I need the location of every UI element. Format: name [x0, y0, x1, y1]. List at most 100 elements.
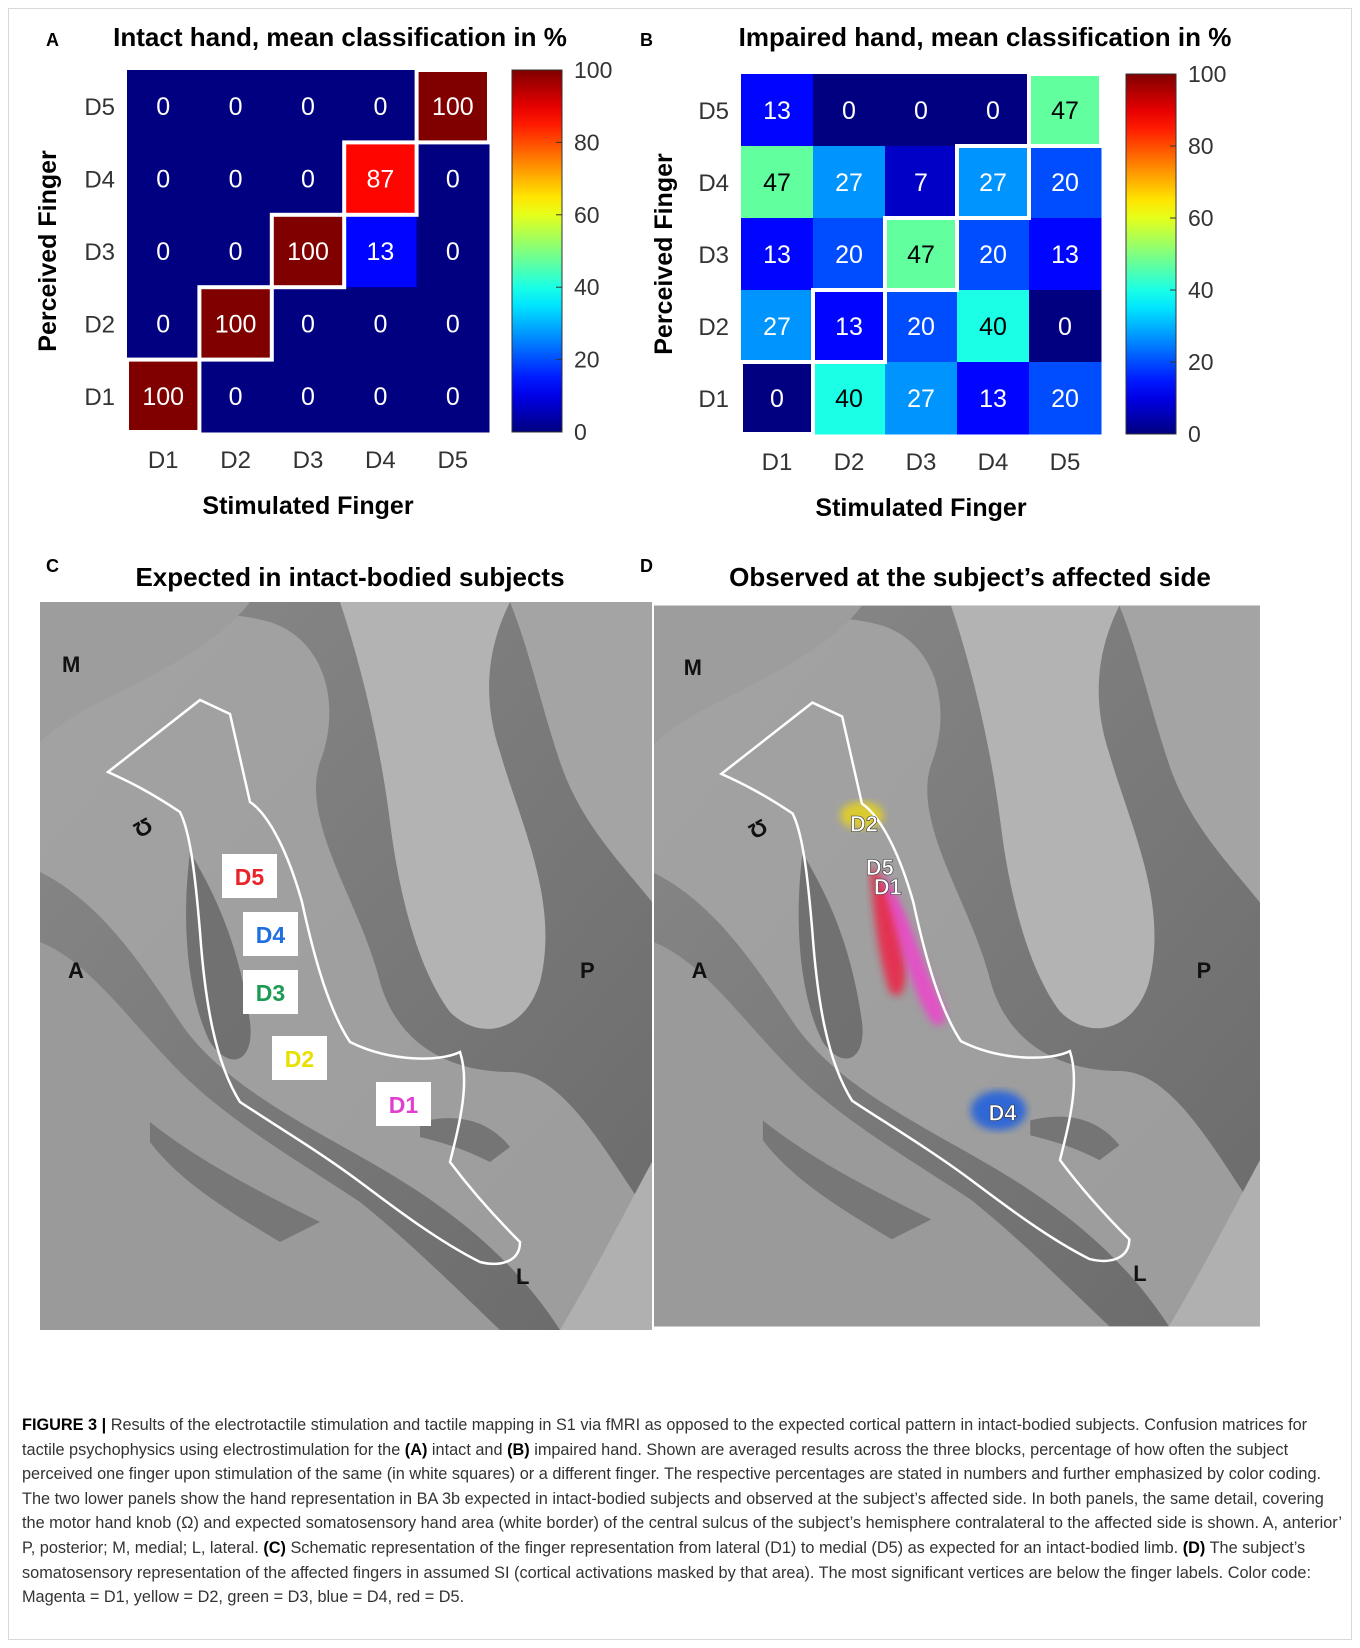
heatmap-cell: [957, 218, 1030, 291]
orient-posterior: P: [580, 958, 595, 983]
heatmap-cell-value: 0: [1058, 313, 1072, 341]
x-tick-label: D4: [365, 447, 396, 474]
y-tick-label: D2: [698, 314, 729, 341]
orient-medial: M: [684, 655, 702, 680]
heatmap-cell-value: 20: [835, 241, 863, 269]
x-tick-label: D1: [148, 447, 179, 474]
panel-letter-a: A: [46, 30, 59, 50]
finger-label-box: [243, 912, 298, 956]
heatmap-cell-value: 13: [763, 97, 791, 125]
activation-label-d2: D2: [850, 811, 878, 836]
heatmap-cell: [344, 287, 418, 361]
finger-label-box: [222, 854, 277, 898]
caption-text: Schematic representation of the finger r…: [285, 1538, 1183, 1557]
finger-label-box: [243, 970, 298, 1014]
heatmap-cell: [271, 359, 345, 433]
heatmap-cell: [813, 146, 886, 219]
heatmap-cell-value: 0: [446, 383, 460, 411]
colorbar-tick-label: 20: [1188, 349, 1214, 375]
y-axis-label: Perceived Finger: [650, 153, 678, 355]
heatmap-cell: [741, 218, 814, 291]
match-highlight: [269, 212, 347, 290]
orient-anterior: A: [692, 958, 708, 983]
colorbar: [511, 69, 563, 433]
heatmap-cell-value: 0: [446, 310, 460, 338]
caption-text: impaired hand. Shown are averaged result…: [22, 1440, 1342, 1557]
colorbar-tick-label: 60: [1188, 205, 1214, 231]
colorbar-ticks: 0 20 40 60 80 100: [556, 57, 612, 445]
caption-text: Results of the electrotactile stimulatio…: [22, 1416, 1308, 1459]
match-highlight: [955, 144, 1031, 220]
heatmap-cell-value: 20: [1051, 385, 1079, 413]
heatmap-cell: [344, 214, 418, 288]
match-highlight: [342, 140, 419, 217]
brain-panel-d: M A P L Ω D2 D5 D1 D4: [654, 605, 1260, 1327]
heatmap-cell: [127, 359, 200, 433]
heatmap-cell-value: 0: [229, 93, 243, 121]
heatmap-cell: [741, 146, 814, 219]
heatmap-cell-value: 0: [156, 310, 170, 338]
heatmap-cell-value: 40: [835, 385, 863, 413]
heatmap-cell: [271, 70, 345, 143]
caption-panel-ref: (C): [263, 1538, 286, 1557]
activation-label-d5: D5: [866, 855, 894, 880]
heatmap-cell-value: 0: [373, 310, 387, 338]
heatmap-cell-value: 0: [301, 383, 315, 411]
heatmap-cell-value: 0: [842, 97, 856, 125]
heatmap-cell: [271, 214, 345, 288]
heatmap-cell-value: 40: [979, 313, 1007, 341]
colorbar-tick-label: 60: [574, 202, 600, 228]
heatmap-cell: [416, 214, 490, 288]
caption-body: Results of the electrotactile stimulatio…: [22, 1416, 1341, 1606]
heatmap-cell: [416, 142, 490, 216]
orient-medial: M: [62, 652, 80, 677]
finger-label-box: [376, 1082, 431, 1126]
y-tick-label: D2: [84, 311, 115, 338]
x-axis-label: Stimulated Finger: [815, 494, 1026, 522]
heatmap-cell-value: 13: [366, 238, 394, 266]
heatmap-cell: [199, 214, 273, 288]
colorbar-tick-label: 80: [574, 129, 600, 155]
y-tick-label: D4: [698, 170, 729, 197]
heatmap-cell: [199, 359, 273, 433]
heatmap-cell-value: 100: [215, 310, 257, 338]
heatmap-cell-value: 27: [979, 169, 1007, 197]
heatmap-cell-value: 0: [373, 93, 387, 121]
heatmap-cell: [957, 362, 1030, 435]
heatmap-cell: [416, 359, 490, 433]
figure-frame: [8, 8, 1352, 1640]
x-tick-labels: D1 D2 D3 D4 D5: [148, 447, 468, 474]
activation-blob-d4: [970, 1090, 1027, 1131]
match-highlight: [739, 360, 815, 436]
heatmap-cell: [127, 142, 200, 216]
heatmap-cell: [271, 287, 345, 361]
caption-panel-ref: (B): [507, 1440, 530, 1459]
caption-text: intact and: [427, 1440, 508, 1459]
x-tick-label: D5: [1050, 449, 1081, 476]
colorbar-tick-label: 0: [1188, 421, 1201, 447]
colorbar-tick-label: 20: [574, 347, 600, 373]
heatmap-cell: [885, 362, 958, 435]
finger-label: D5: [235, 864, 265, 890]
activation-blob-d2: [840, 801, 884, 830]
hand-area-border: [105, 698, 522, 1266]
heatmap-cell-value: 13: [1051, 241, 1079, 269]
colorbar-tick-label: 40: [574, 274, 600, 300]
y-tick-label: D1: [698, 386, 729, 413]
heatmap-cell: [741, 290, 814, 363]
x-tick-label: D2: [834, 449, 865, 476]
orient-posterior: P: [1197, 958, 1212, 983]
finger-label: D3: [256, 980, 285, 1006]
heatmap-cell-value: 0: [770, 385, 784, 413]
heatmap-cell-value: 13: [763, 241, 791, 269]
orient-anterior: A: [68, 958, 84, 983]
heatmap-cell: [1029, 146, 1102, 219]
heatmap-cell: [199, 287, 273, 361]
y-tick-label: D3: [84, 239, 115, 266]
heatmap-cell-value: 100: [432, 93, 474, 121]
heatmap-cell: [741, 362, 814, 435]
panel-b-title: Impaired hand, mean classification in %: [738, 22, 1232, 52]
gyri: [654, 605, 1260, 1327]
match-highlight: [883, 216, 959, 292]
heatmap-cell-value: 0: [156, 166, 170, 194]
